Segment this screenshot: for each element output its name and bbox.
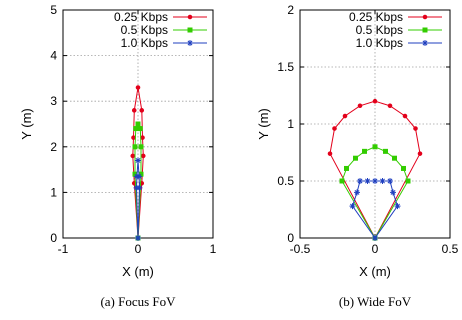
data-point (137, 126, 143, 132)
data-point (132, 144, 138, 150)
legend-marker (422, 14, 428, 20)
data-point (372, 178, 378, 184)
data-point (392, 155, 397, 161)
legend-marker (187, 27, 193, 33)
data-point (405, 178, 411, 184)
data-point (131, 135, 136, 140)
y-tick-label: 4 (50, 49, 57, 63)
x-tick-label: -0.5 (290, 242, 311, 256)
data-point (417, 151, 423, 156)
data-point (327, 151, 333, 156)
x-axis-label: X (m) (122, 264, 154, 279)
figure-caption: (a) Focus FoV (100, 294, 176, 309)
y-tick-label: 1 (50, 185, 57, 199)
y-tick-label: 2 (50, 140, 57, 154)
series-3 (133, 157, 143, 241)
data-point (136, 173, 143, 180)
legend-label: 1.0 Kbps (121, 36, 168, 50)
data-point (131, 108, 137, 113)
data-point (353, 155, 358, 161)
legend-entry: 1.0 Kbps (356, 36, 442, 50)
data-point (135, 85, 141, 90)
legend-label: 0.5 Kbps (121, 23, 168, 37)
data-point (140, 153, 146, 159)
data-point (357, 103, 363, 109)
legend-entry: 0.5 Kbps (356, 23, 442, 37)
data-point (413, 126, 418, 131)
y-axis-label: Y (m) (256, 108, 271, 140)
legend-marker (422, 27, 428, 33)
data-point (402, 113, 408, 119)
y-tick-label: 2 (287, 3, 294, 17)
y-tick-label: 1 (287, 117, 294, 131)
legend-entry: 0.25 Kbps (349, 10, 442, 24)
data-point (354, 189, 360, 196)
data-point (387, 178, 393, 184)
data-point (364, 178, 371, 184)
y-tick-label: 1.5 (277, 60, 294, 74)
y-axis-label: Y (m) (19, 108, 34, 140)
x-tick-label: 0.5 (442, 242, 459, 256)
data-point (390, 189, 396, 196)
data-point (139, 108, 145, 113)
x-tick-label: 0 (372, 242, 379, 256)
data-point (339, 178, 345, 184)
legend-entry: 0.25 Kbps (114, 10, 207, 24)
data-point (135, 121, 141, 127)
legend-entry: 0.5 Kbps (121, 23, 207, 37)
y-tick-label: 0 (50, 231, 57, 245)
legend-marker (422, 40, 428, 46)
data-point (357, 178, 363, 184)
data-point (342, 113, 348, 119)
x-axis-label: X (m) (359, 264, 391, 279)
legend-label: 1.0 Kbps (356, 36, 403, 50)
y-tick-label: 5 (50, 3, 57, 17)
legend-label: 0.25 Kbps (349, 10, 403, 24)
legend-entry: 1.0 Kbps (121, 36, 207, 50)
data-point (140, 135, 145, 140)
legend-marker (187, 40, 193, 46)
data-point (401, 165, 406, 171)
data-point (362, 148, 367, 154)
legend-label: 0.5 Kbps (356, 23, 403, 37)
data-point (135, 157, 141, 164)
data-point (133, 126, 139, 132)
data-point (135, 235, 141, 241)
data-point (379, 178, 386, 184)
x-tick-label: 1 (210, 242, 217, 256)
y-tick-label: 3 (50, 94, 57, 108)
data-point (387, 103, 393, 109)
y-tick-label: 0 (287, 231, 294, 245)
y-tick-label: 0.5 (277, 174, 294, 188)
x-tick-label: 0 (135, 242, 142, 256)
chart-panel-b: -0.5 0 0.500.511.52X (m)Y (m)0.25 Kbps0.5 … (256, 3, 459, 309)
data-point (349, 203, 356, 210)
data-point (372, 235, 378, 241)
series-3 (349, 178, 401, 241)
data-point (394, 203, 401, 210)
figure-caption: (b) Wide FoV (339, 294, 412, 309)
data-point (138, 144, 144, 150)
legend-marker (187, 14, 193, 20)
data-point (372, 98, 378, 104)
legend-label: 0.25 Kbps (114, 10, 168, 24)
data-point (332, 126, 337, 131)
data-point (136, 184, 143, 191)
data-point (383, 148, 388, 154)
data-point (130, 153, 136, 159)
x-tick-label: -1 (58, 242, 69, 256)
data-point (372, 144, 378, 150)
series-1 (327, 98, 423, 241)
data-point (344, 165, 349, 171)
